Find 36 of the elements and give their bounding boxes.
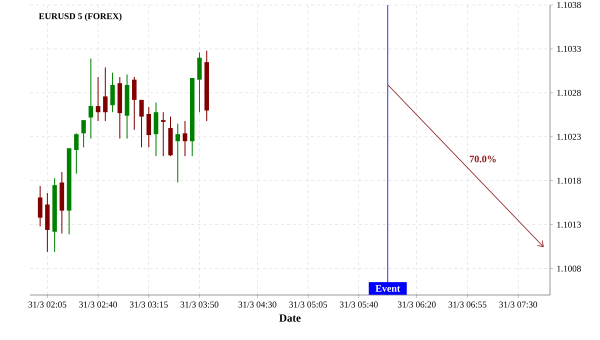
- y-tick-label: 1.1008: [557, 266, 581, 272]
- y-tick-label: 1.1038: [557, 2, 581, 8]
- candlestick: [139, 99, 144, 148]
- candlestick: [96, 76, 100, 122]
- y-tick-label: 1.1028: [557, 90, 581, 96]
- ref-line-label: Event: [375, 285, 400, 292]
- candlestick: [161, 112, 166, 157]
- x-tick-label: 31/3 05:40: [340, 302, 378, 308]
- x-tick-label: 31/3 03:50: [180, 302, 218, 308]
- x-tick-label: 31/3 07:30: [499, 302, 538, 308]
- x-tick-label: 31/3 02:40: [79, 302, 118, 308]
- candlestick: [175, 123, 180, 184]
- x-axis-title: Date: [279, 314, 301, 322]
- candlestick: [154, 102, 158, 157]
- x-tick-label: 31/3 02:05: [28, 302, 66, 308]
- x-tick-label: 31/3 05:05: [289, 302, 328, 308]
- candlestick: [132, 76, 137, 130]
- annotation: 70.0%: [470, 156, 496, 162]
- y-tick-label: 1.1023: [557, 134, 581, 140]
- candlestick: [110, 72, 115, 113]
- candlestick: [146, 106, 152, 148]
- candlestick: [103, 66, 108, 122]
- candlestick: [197, 52, 202, 113]
- candlestick: [38, 186, 42, 227]
- x-tick-label: 31/3 03:15: [130, 302, 168, 308]
- candlestick: [81, 120, 86, 148]
- text: EURUSD 5 (FOREX): [38, 12, 122, 21]
- x-tick-label: 31/3 06:55: [448, 302, 486, 308]
- candlestick: [88, 58, 94, 140]
- candlestick: [74, 132, 79, 174]
- x-tick-label: 31/3 06:20: [398, 302, 436, 308]
- x-tick-label: 31/3 04:30: [238, 302, 276, 308]
- y-tick-label: 1.1013: [557, 222, 581, 228]
- candlestick: [182, 120, 188, 157]
- y-tick-label: 1.1018: [557, 178, 581, 184]
- y-tick-label: 1.1033: [557, 46, 581, 52]
